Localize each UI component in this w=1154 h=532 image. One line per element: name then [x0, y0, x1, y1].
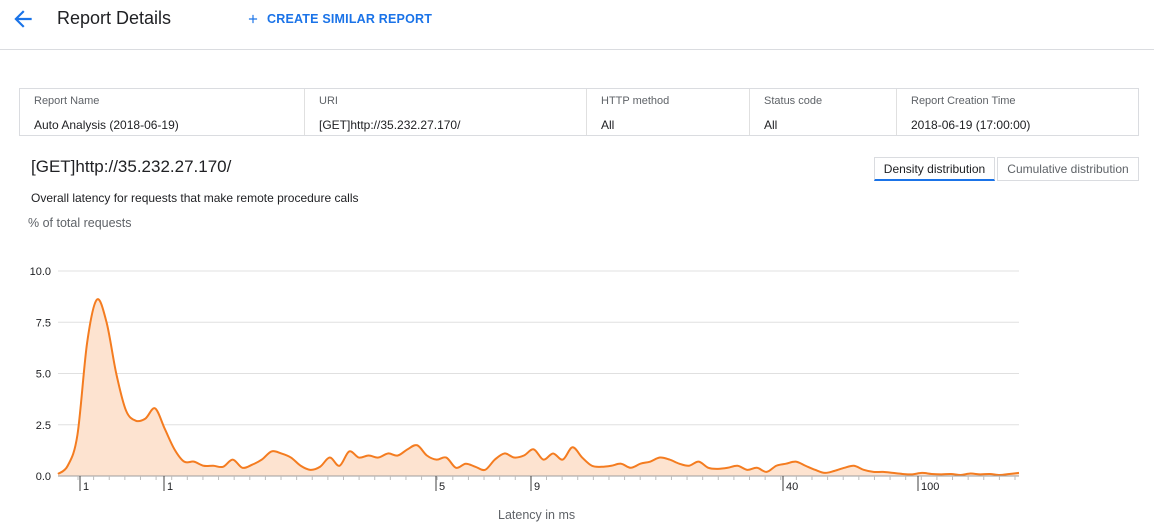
- x-tick-label: 40: [786, 481, 798, 493]
- y-tick-label: 0.0: [36, 471, 51, 483]
- http-method-label: HTTP method: [601, 95, 670, 107]
- report-name-label: Report Name: [34, 95, 100, 107]
- status-code-value: All: [764, 118, 778, 132]
- x-tick-label: 5: [439, 481, 445, 493]
- x-axis: 1 1 5 9 40 100: [58, 475, 1019, 493]
- creation-time-label: Report Creation Time: [911, 95, 1016, 107]
- uri-label: URI: [319, 95, 338, 107]
- y-tick-label: 2.5: [36, 420, 51, 432]
- y-axis-ticks: 0.0 2.5 5.0 7.5 10.0: [30, 266, 51, 483]
- info-col-http-method: HTTP method All: [587, 89, 750, 135]
- info-col-uri: URI [GET]http://35.232.27.170/: [305, 89, 587, 135]
- x-tick-label: 100: [921, 481, 939, 493]
- creation-time-value: 2018-06-19 (17:00:00): [911, 118, 1031, 132]
- report-name-value: Auto Analysis (2018-06-19): [34, 118, 179, 132]
- latency-density-chart: 0.0 2.5 5.0 7.5 10.0 1 1 5 9 40 100: [30, 266, 1020, 493]
- page-title: Report Details: [57, 8, 172, 28]
- series-area: [58, 299, 1019, 476]
- plus-icon: [248, 14, 258, 24]
- x-tick-label: 1: [83, 481, 89, 493]
- density-distribution-tab[interactable]: Density distribution: [874, 157, 995, 181]
- y-tick-label: 7.5: [36, 317, 51, 329]
- x-tick-label: 9: [534, 481, 540, 493]
- chart-grid: [58, 270, 1019, 477]
- y-tick-label: 10.0: [30, 266, 51, 278]
- chart-title: [GET]http://35.232.27.170/: [31, 157, 232, 176]
- cumulative-distribution-tab[interactable]: Cumulative distribution: [997, 157, 1139, 181]
- app-header: Report Details CREATE SIMILAR REPORT: [0, 0, 1154, 50]
- arrow-back-icon[interactable]: [10, 6, 36, 32]
- info-col-creation-time: Report Creation Time 2018-06-19 (17:00:0…: [897, 89, 1138, 135]
- create-similar-report-button[interactable]: CREATE SIMILAR REPORT: [246, 10, 432, 28]
- chart-subtitle: Overall latency for requests that make r…: [31, 191, 359, 205]
- x-tick-label: 1: [167, 481, 173, 493]
- series-line: [57, 298, 1020, 476]
- y-tick-label: 5.0: [36, 369, 51, 381]
- info-col-report-name: Report Name Auto Analysis (2018-06-19): [20, 89, 305, 135]
- y-axis-title: % of total requests: [28, 216, 132, 230]
- status-code-label: Status code: [764, 95, 823, 107]
- create-similar-report-label: CREATE SIMILAR REPORT: [267, 12, 433, 26]
- info-col-status-code: Status code All: [750, 89, 897, 135]
- report-info-table: Report Name Auto Analysis (2018-06-19) U…: [19, 88, 1139, 136]
- http-method-value: All: [601, 118, 615, 132]
- uri-value: [GET]http://35.232.27.170/: [319, 118, 461, 132]
- x-axis-title: Latency in ms: [498, 508, 576, 522]
